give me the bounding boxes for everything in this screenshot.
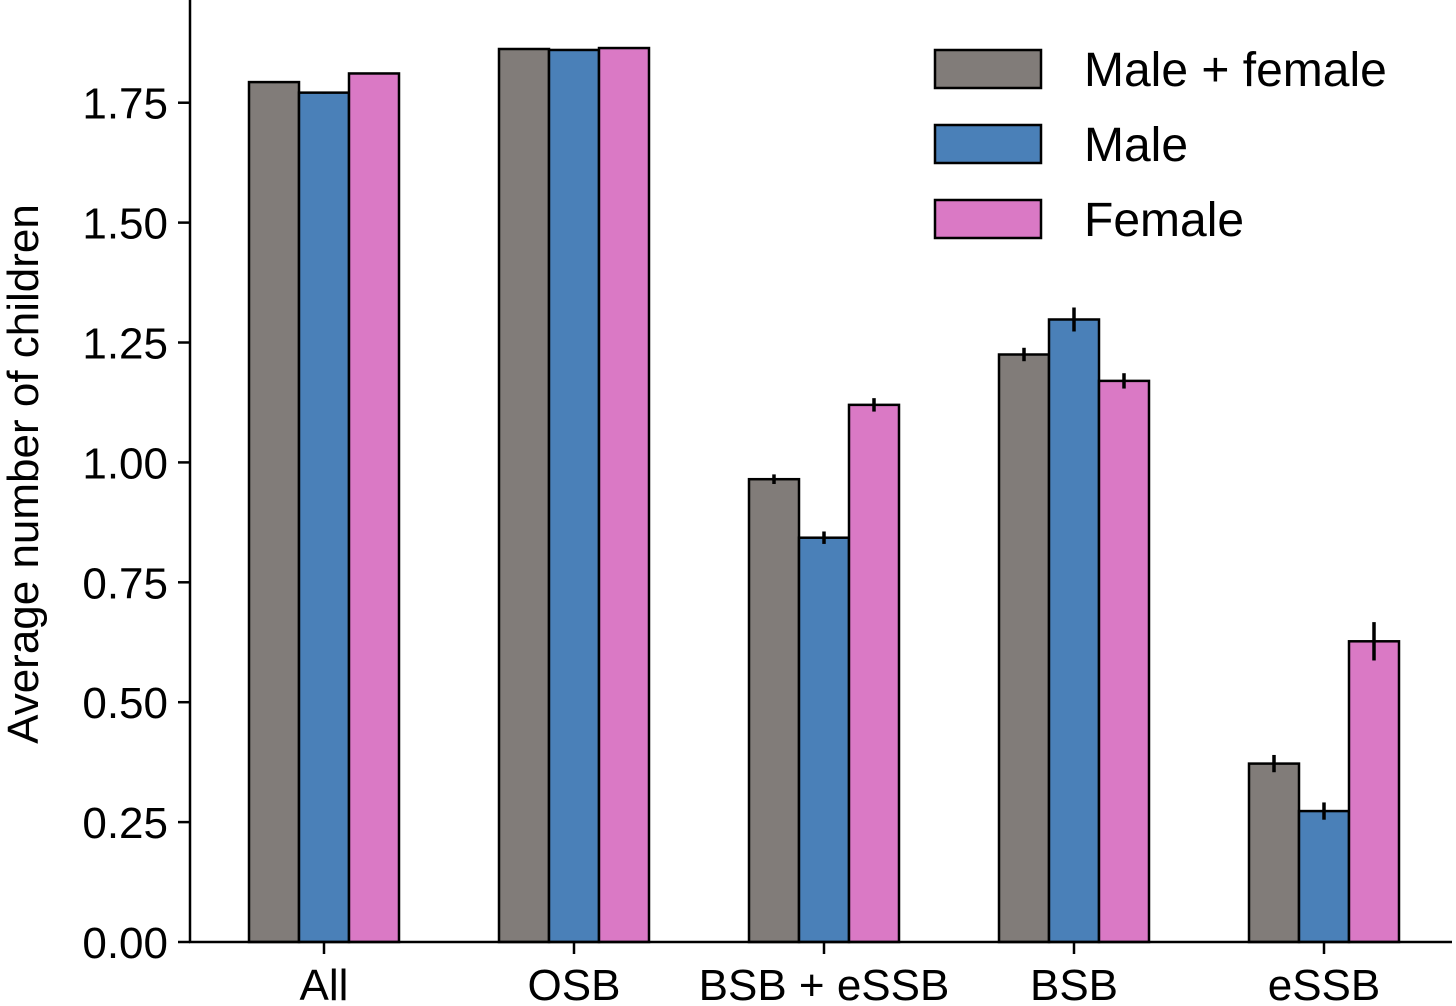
y-tick-label: 0.50 — [82, 679, 168, 728]
legend-swatch-1 — [933, 123, 1043, 165]
legend: Male + female Male Female — [933, 44, 1387, 247]
bar-0-1 — [297, 91, 351, 944]
bar-3-0 — [997, 353, 1051, 944]
x-ticks: All OSB BSB + eSSB BSB eSSB — [300, 942, 1381, 1006]
bar-2-2 — [847, 403, 901, 944]
bar-1-1 — [547, 48, 601, 944]
bars-layer — [247, 46, 1401, 944]
y-tick-label: 0.25 — [82, 799, 168, 848]
bar-1-2 — [597, 46, 651, 944]
legend-label-2: Female — [1084, 194, 1244, 247]
x-tick-label: BSB — [1030, 961, 1118, 1006]
y-tick-label: 1.00 — [82, 439, 168, 488]
y-tick-label: 0.00 — [82, 919, 168, 968]
y-tick-label: 1.25 — [82, 320, 168, 369]
y-ticks: 0.00 0.25 0.50 0.75 1.00 1.25 1.50 1.75 — [82, 80, 190, 968]
bar-1-0 — [497, 47, 551, 944]
bar-2-1 — [797, 536, 851, 944]
y-tick-label: 1.50 — [82, 200, 168, 249]
x-tick-label: All — [300, 961, 349, 1006]
axes-layer — [188, 0, 1452, 944]
x-tick-label: eSSB — [1268, 961, 1381, 1006]
legend-label-0: Male + female — [1084, 44, 1387, 97]
y-tick-label: 1.75 — [82, 80, 168, 129]
bar-3-2 — [1097, 379, 1151, 944]
x-tick-label: OSB — [528, 961, 621, 1006]
x-tick-label: BSB + eSSB — [699, 961, 950, 1006]
legend-swatch-2 — [933, 198, 1043, 240]
bar-3-1 — [1047, 318, 1101, 944]
legend-swatch-0 — [933, 48, 1043, 90]
bar-4-1 — [1297, 809, 1351, 944]
bar-0-0 — [247, 80, 301, 944]
y-tick-label: 0.75 — [82, 559, 168, 608]
legend-label-1: Male — [1084, 119, 1188, 172]
y-axis-title: Average number of children — [0, 204, 48, 744]
bar-0-2 — [347, 72, 401, 944]
error-bars-layer — [272, 47, 1376, 820]
bar-4-0 — [1247, 762, 1301, 944]
bar-2-0 — [747, 477, 801, 944]
bar-4-2 — [1347, 640, 1401, 944]
